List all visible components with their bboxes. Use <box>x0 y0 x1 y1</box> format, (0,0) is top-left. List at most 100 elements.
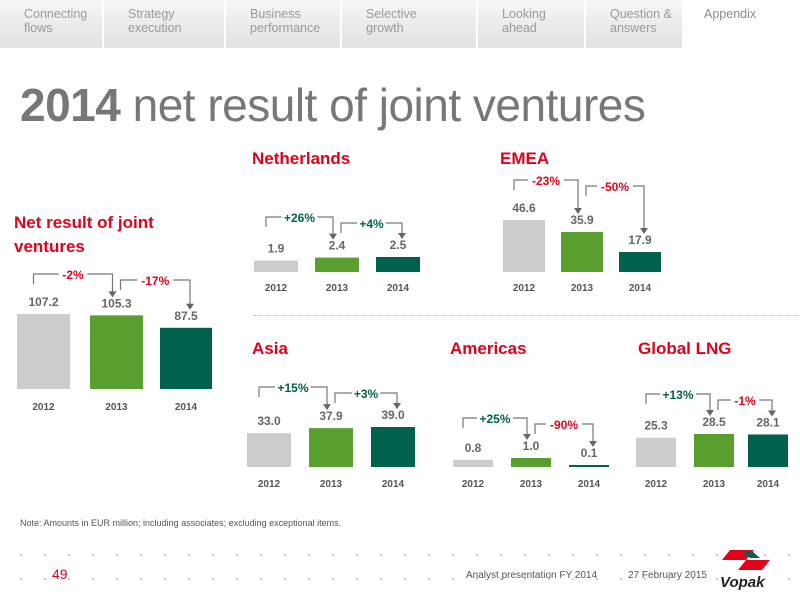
dot <box>572 578 574 580</box>
dot <box>188 554 190 556</box>
bar-2012 <box>254 260 298 272</box>
presentation-name: Analyst presentation FY 2014 <box>466 570 598 581</box>
data-label: 0.8 <box>465 441 482 455</box>
bar-2012 <box>247 433 291 467</box>
dot <box>68 554 70 556</box>
section-divider <box>254 315 800 316</box>
dot <box>140 554 142 556</box>
tab-appendix[interactable]: Appendix <box>684 0 800 48</box>
bar-2012 <box>503 220 545 272</box>
change-arrow <box>108 291 117 298</box>
dot <box>692 578 694 580</box>
tab-connecting-flows[interactable]: Connecting flows <box>0 0 104 48</box>
dot <box>404 578 406 580</box>
dot <box>596 554 598 556</box>
x-tick-label: 2012 <box>32 402 55 413</box>
tab-label: Business performance <box>250 7 321 35</box>
dot <box>116 554 118 556</box>
chart-title-emea: EMEA <box>500 149 550 168</box>
change-label-bg <box>546 416 582 432</box>
tab-selective-growth[interactable]: Selective growth <box>342 0 478 48</box>
tab-question-answers[interactable]: Question & answers <box>586 0 684 48</box>
bar-2013 <box>511 458 551 467</box>
data-label: 17.9 <box>628 233 652 247</box>
dot <box>380 578 382 580</box>
dot <box>308 578 310 580</box>
dot <box>644 578 646 580</box>
dot <box>620 578 622 580</box>
dot <box>596 578 598 580</box>
dot <box>236 554 238 556</box>
dot <box>164 554 166 556</box>
tab-strategy-execution[interactable]: Strategy execution <box>104 0 226 48</box>
dot <box>332 554 334 556</box>
bar-2013 <box>315 257 359 272</box>
dot <box>164 578 166 580</box>
dot <box>692 554 694 556</box>
dot <box>620 554 622 556</box>
vopak-logo-text: Vopak <box>720 574 765 591</box>
dot <box>284 554 286 556</box>
dot <box>668 554 670 556</box>
change-label: +15% <box>277 381 308 395</box>
change-label-bg <box>660 386 696 402</box>
dot <box>188 578 190 580</box>
dot <box>644 554 646 556</box>
page-title: 2014 net result of joint ventures <box>20 78 646 132</box>
x-tick-label: 2013 <box>703 479 726 490</box>
bar-2013 <box>309 428 353 467</box>
dot <box>140 578 142 580</box>
x-tick-label: 2014 <box>175 402 198 413</box>
dot <box>356 578 358 580</box>
change-arrow <box>186 303 194 310</box>
dot <box>236 578 238 580</box>
change-arrow <box>589 441 597 447</box>
change-label: +4% <box>359 217 384 231</box>
dot <box>212 554 214 556</box>
dot <box>788 554 790 556</box>
data-label: 28.5 <box>702 415 726 429</box>
change-label: -23% <box>532 174 560 188</box>
dot <box>356 554 358 556</box>
dot <box>92 578 94 580</box>
chart-title-global-lng: Global LNG <box>638 339 732 358</box>
x-tick-label: 2013 <box>571 283 594 294</box>
chart-title-netherlands: Netherlands <box>252 149 351 168</box>
change-arrow <box>574 207 582 214</box>
data-label: 39.0 <box>381 408 405 422</box>
bar-2014 <box>376 257 420 272</box>
change-arrow <box>329 233 337 240</box>
data-label: 2.4 <box>329 239 346 253</box>
change-label-bg <box>58 266 88 282</box>
bar-2014 <box>748 434 788 467</box>
change-label: +3% <box>354 387 379 401</box>
change-arrow <box>523 434 531 440</box>
change-label-bg <box>357 215 386 231</box>
dotted-rule-top <box>0 554 800 558</box>
dot <box>764 578 766 580</box>
data-label: 46.6 <box>512 201 536 215</box>
data-label: 28.1 <box>756 415 780 429</box>
x-tick-label: 2014 <box>387 283 410 294</box>
change-label: +13% <box>662 388 693 402</box>
bar-2014 <box>160 327 212 389</box>
vopak-logo-icon <box>722 550 770 570</box>
dot <box>500 554 502 556</box>
change-arrow <box>398 233 406 239</box>
change-label: -90% <box>550 418 578 432</box>
data-label: 87.5 <box>174 309 198 323</box>
dot <box>20 578 22 580</box>
tab-label: Strategy execution <box>128 7 182 35</box>
dot <box>740 578 742 580</box>
chart-title-total: Net result of joint ventures <box>14 213 154 256</box>
tab-looking-ahead[interactable]: Looking ahead <box>478 0 586 48</box>
dot <box>428 554 430 556</box>
data-label: 37.9 <box>319 409 343 423</box>
data-label: 107.2 <box>28 295 58 309</box>
bar-2012 <box>453 459 493 467</box>
bar-2013 <box>694 434 734 467</box>
dot <box>44 554 46 556</box>
change-arrow <box>768 410 776 417</box>
tab-business-performance[interactable]: Business performance <box>226 0 342 48</box>
